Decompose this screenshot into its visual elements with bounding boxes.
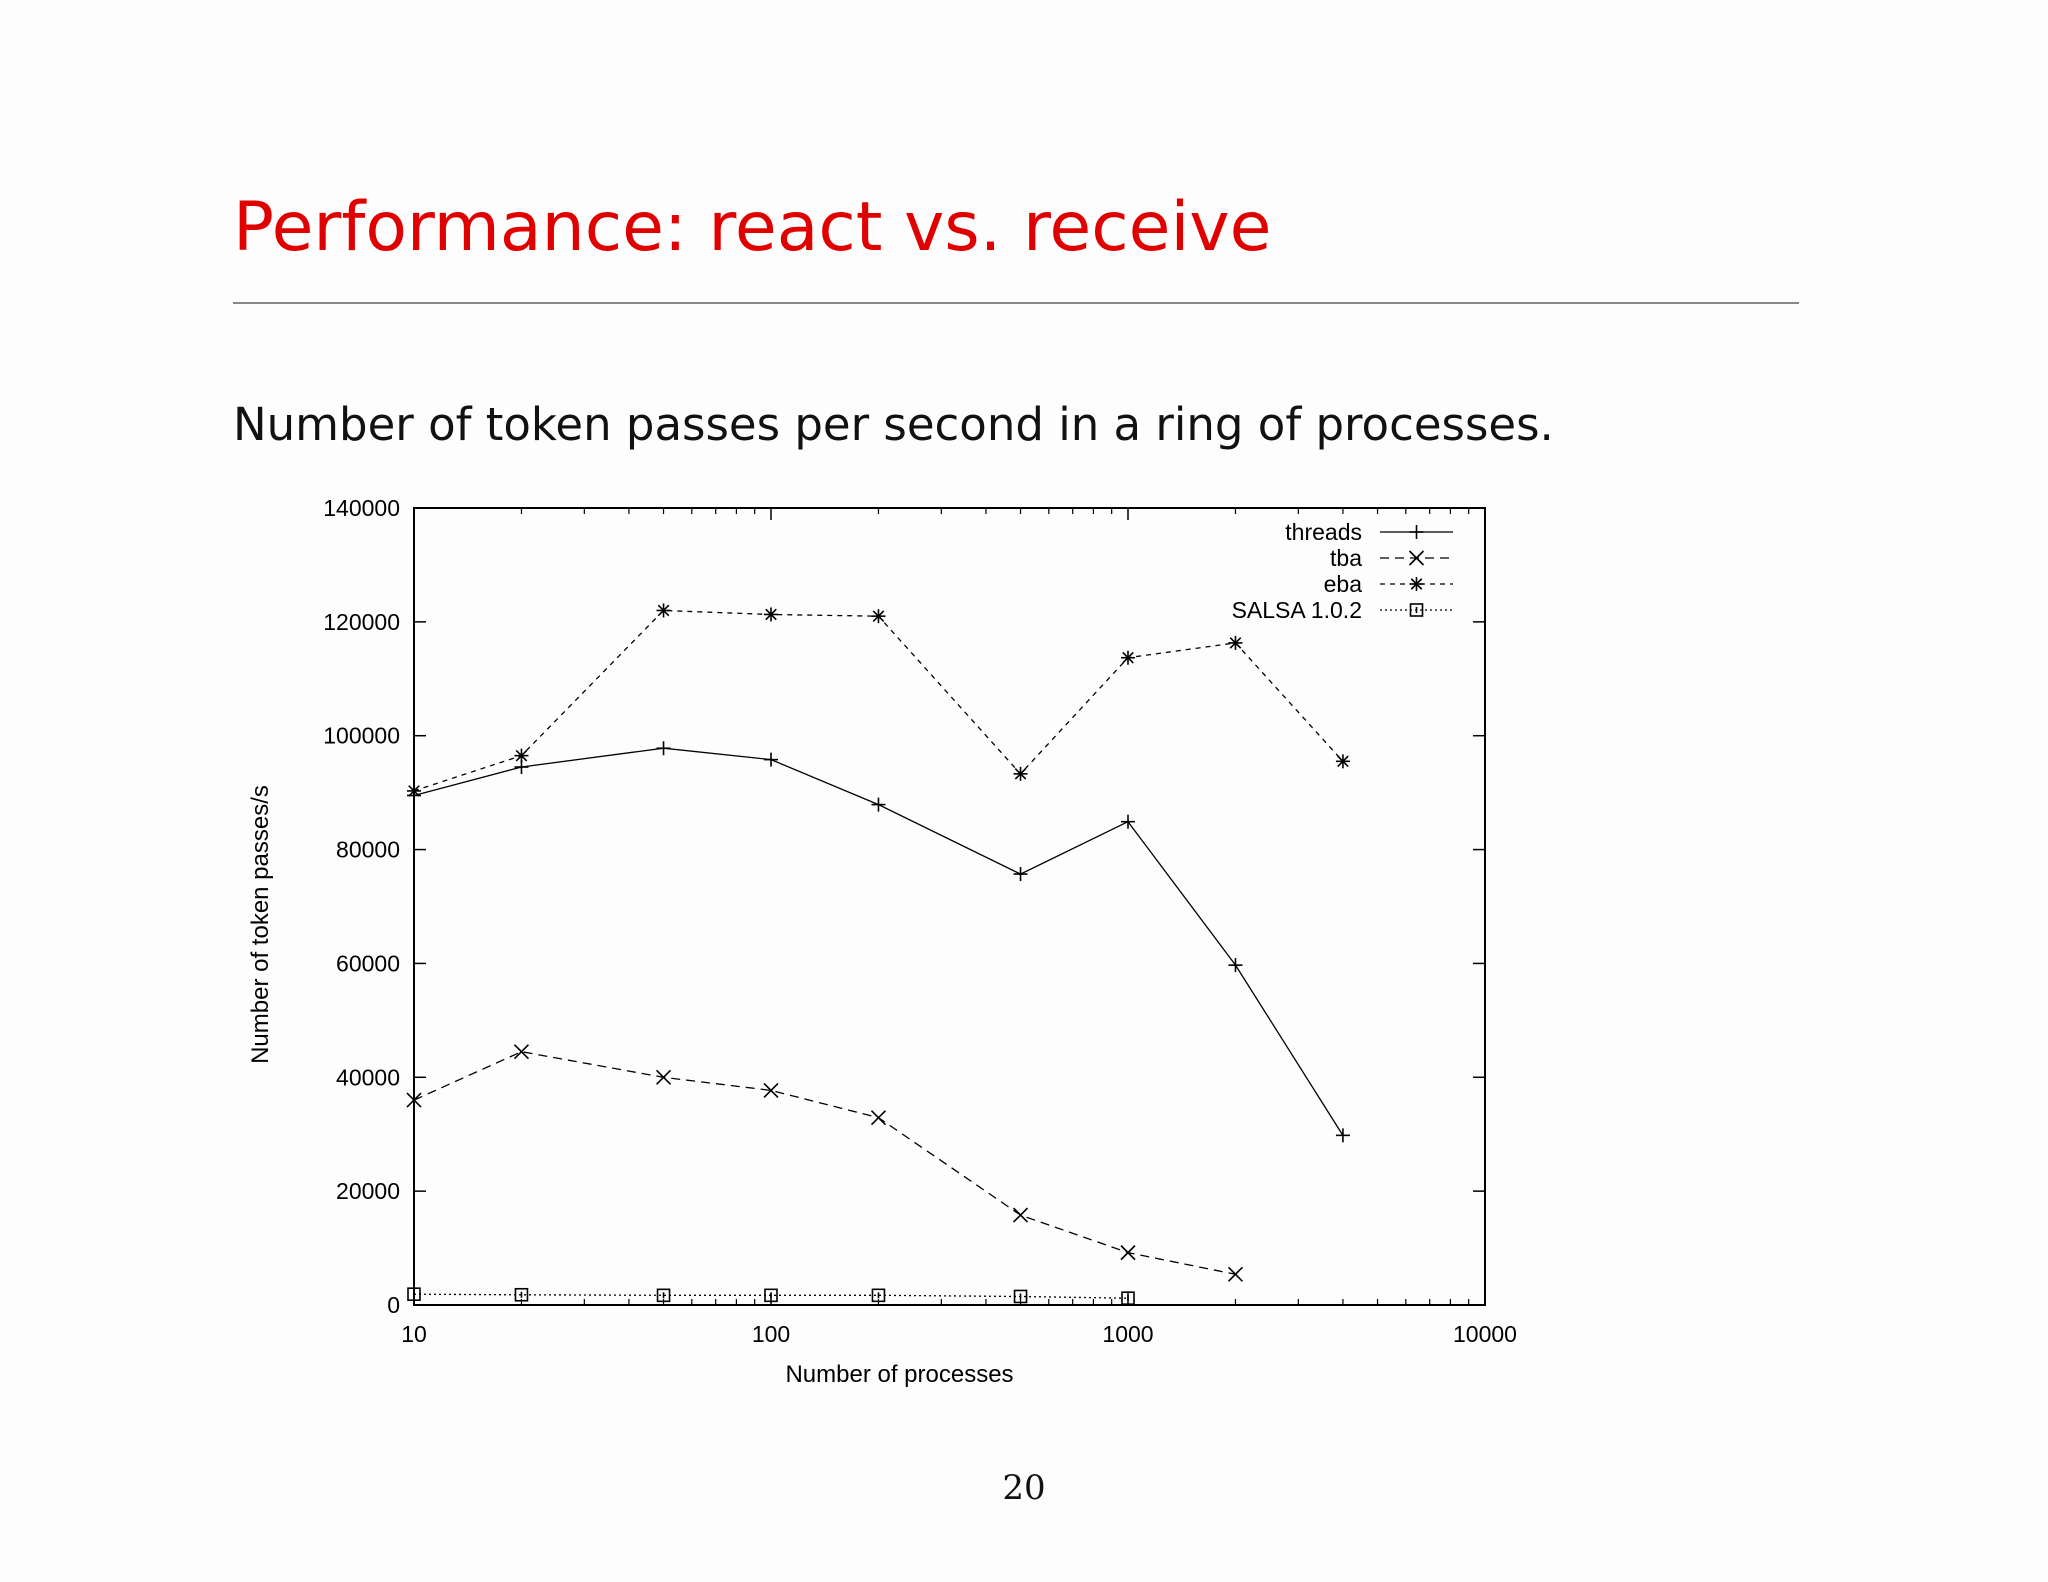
title-divider	[233, 302, 1799, 304]
slide-subtitle: Number of token passes per second in a r…	[233, 398, 1554, 451]
page-number: 20	[1002, 1468, 1046, 1508]
x-tick-label: 10	[401, 1321, 427, 1347]
data-point-eba	[514, 748, 529, 763]
y-tick-label: 80000	[336, 837, 400, 863]
data-point-eba	[1228, 635, 1243, 650]
legend-label-threads: threads	[1285, 519, 1362, 545]
x-axis-label: Number of processes	[785, 1361, 1013, 1388]
data-point-threads	[1013, 867, 1028, 882]
x-tick-label: 1000	[1102, 1321, 1153, 1347]
data-point-salsa-1-0-2	[1013, 1289, 1028, 1304]
data-point-eba	[1013, 766, 1028, 781]
data-point-tba	[655, 1069, 672, 1085]
legend-marker-tba	[1408, 550, 1425, 566]
legend-marker-threads	[1409, 525, 1424, 539]
data-point-eba	[1121, 650, 1135, 665]
slide-title: Performance: react vs. receive	[233, 188, 1272, 267]
data-point-tba	[870, 1110, 887, 1126]
data-point-threads	[1228, 958, 1243, 973]
data-point-threads	[764, 752, 778, 767]
y-tick-label: 60000	[336, 950, 400, 976]
data-point-salsa-1-0-2	[1121, 1291, 1135, 1305]
legend-marker-eba	[1409, 577, 1424, 591]
y-tick-label: 40000	[336, 1064, 400, 1090]
data-point-tba	[513, 1044, 530, 1060]
data-point-eba	[656, 603, 671, 618]
data-point-tba	[1120, 1245, 1136, 1261]
data-point-threads	[871, 797, 886, 812]
y-axis-label: Number of token passes/s	[247, 785, 274, 1064]
x-tick-label: 10000	[1453, 1321, 1517, 1347]
data-point-salsa-1-0-2	[407, 1287, 421, 1301]
x-tick-label: 100	[752, 1321, 790, 1347]
data-point-eba	[1335, 754, 1350, 769]
data-point-tba	[406, 1092, 422, 1108]
data-point-tba	[1012, 1207, 1029, 1223]
y-tick-label: 20000	[336, 1178, 400, 1204]
series-line-tba	[413, 1051, 1236, 1275]
data-point-salsa-1-0-2	[764, 1288, 778, 1303]
legend-label-salsa-1-0-2: SALSA 1.0.2	[1232, 597, 1362, 623]
data-point-threads	[1121, 814, 1135, 829]
data-point-salsa-1-0-2	[871, 1288, 886, 1303]
series-line-eba	[413, 609, 1344, 792]
legend-label-eba: eba	[1324, 571, 1363, 597]
plot-frame	[413, 507, 1486, 1306]
data-point-tba	[1227, 1266, 1244, 1282]
y-tick-label: 120000	[323, 609, 400, 635]
data-point-salsa-1-0-2	[656, 1288, 671, 1303]
y-tick-label: 100000	[323, 723, 400, 749]
y-tick-label: 0	[387, 1292, 400, 1318]
data-point-tba	[763, 1082, 779, 1098]
y-tick-label: 140000	[323, 495, 400, 521]
data-point-threads	[656, 741, 671, 756]
data-point-eba	[407, 783, 421, 798]
data-point-salsa-1-0-2	[514, 1287, 529, 1302]
data-point-eba	[764, 607, 778, 622]
legend-marker-salsa-1-0-2	[1409, 603, 1424, 617]
data-point-eba	[871, 609, 886, 624]
data-point-threads	[1335, 1128, 1350, 1143]
legend-label-tba: tba	[1330, 545, 1362, 571]
